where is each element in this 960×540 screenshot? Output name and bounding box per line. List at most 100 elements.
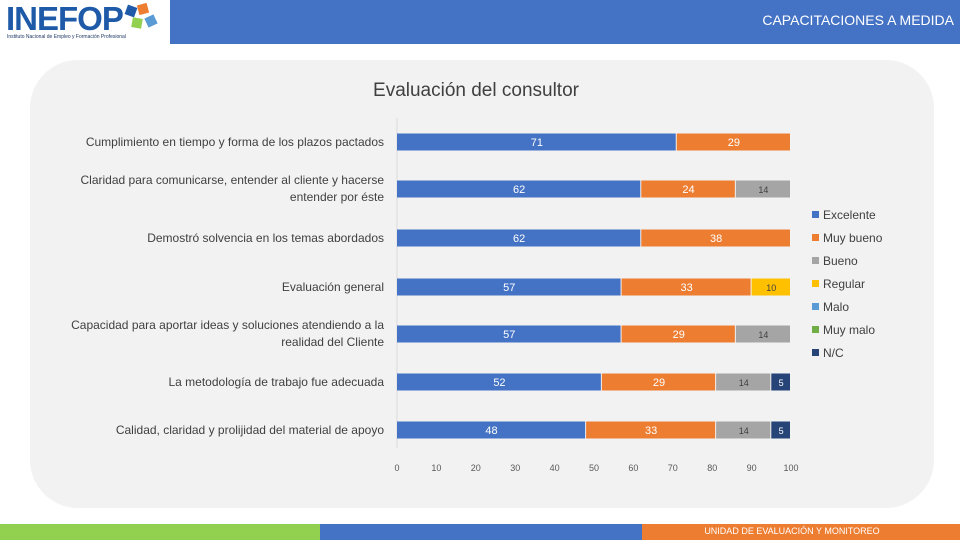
category-label-line: Calidad, claridad y prolijidad del mater… <box>115 422 384 437</box>
data-label: 48 <box>485 425 497 437</box>
legend-label: Bueno <box>823 254 858 268</box>
data-label: 5 <box>779 378 784 388</box>
legend-item: Muy malo <box>812 322 882 345</box>
category-label: Cumplimiento en tiempo y forma de los pl… <box>34 134 384 151</box>
logo-text: INEFOP <box>6 0 124 37</box>
bar-segment <box>621 325 735 343</box>
data-label: 29 <box>653 377 665 389</box>
x-tick-label: 20 <box>471 463 481 473</box>
x-tick-label: 40 <box>550 463 560 473</box>
data-label: 29 <box>673 329 685 341</box>
legend-item: Muy bueno <box>812 230 882 253</box>
category-label-line: Demostró solvencia en los temas abordado… <box>147 230 384 245</box>
bar-segment <box>641 229 790 247</box>
logo: INEFOP Instituto Nacional de Empleo y Fo… <box>0 0 170 44</box>
header-title: CAPACITACIONES A MEDIDA <box>762 12 954 28</box>
category-label-line: Capacidad para aportar ideas y solucione… <box>71 318 384 332</box>
legend-item: Malo <box>812 299 882 322</box>
category-label-line: Claridad para comunicarse, entender al c… <box>80 173 385 187</box>
data-label: 33 <box>645 425 657 437</box>
chart-legend: Excelente Muy bueno Bueno Regular Malo Muy ma… <box>812 207 882 368</box>
footer-text: UNIDAD DE EVALUACIÓN Y MONITOREO <box>704 526 880 536</box>
data-label: 14 <box>758 185 768 195</box>
category-label: Capacidad para aportar ideas y solucione… <box>34 317 384 351</box>
bar-segment <box>397 421 586 439</box>
bar-segment <box>397 180 641 198</box>
bar-segment <box>397 373 601 391</box>
category-label-line: Evaluación general <box>281 279 384 294</box>
x-tick-label: 100 <box>783 463 798 473</box>
header-bar: INEFOP Instituto Nacional de Empleo y Fo… <box>0 0 960 44</box>
bar-segment <box>735 325 790 343</box>
data-label: 38 <box>710 233 722 245</box>
legend-item: Excelente <box>812 207 882 230</box>
bar-segment <box>397 278 621 296</box>
x-tick-label: 10 <box>431 463 441 473</box>
legend-swatch <box>812 349 819 356</box>
legend-label: N/C <box>823 346 844 360</box>
x-tick-label: 80 <box>707 463 717 473</box>
legend-swatch <box>812 234 819 241</box>
legend-item: N/C <box>812 345 882 368</box>
x-tick-label: 30 <box>510 463 520 473</box>
legend-label: Muy malo <box>823 323 876 337</box>
x-tick-label: 50 <box>589 463 599 473</box>
category-label: Claridad para comunicarse, entender al c… <box>34 172 385 206</box>
legend-swatch <box>812 211 819 218</box>
legend-swatch <box>812 280 819 287</box>
logo-emblem-icon <box>124 2 158 29</box>
footer-stripe-blue <box>320 524 642 540</box>
data-label: 62 <box>513 184 525 196</box>
chart-title: Evaluación del consultor <box>373 80 579 101</box>
legend-label: Excelente <box>823 208 876 222</box>
bar-segment <box>716 421 771 439</box>
data-label: 62 <box>513 233 525 245</box>
bar-segment <box>601 373 716 391</box>
data-label: 29 <box>728 137 740 149</box>
bar-segment <box>716 373 771 391</box>
x-tick-label: 70 <box>668 463 678 473</box>
category-label: Demostró solvencia en los temas abordado… <box>34 230 384 247</box>
legend-swatch <box>812 257 819 264</box>
category-label-line: entender por éste <box>289 190 384 204</box>
x-tick-label: 90 <box>747 463 757 473</box>
data-label: 14 <box>739 378 749 388</box>
category-label-line: realidad del Cliente <box>281 335 384 349</box>
bar-segment <box>397 229 641 247</box>
category-label: Calidad, claridad y prolijidad del mater… <box>34 422 384 439</box>
bar-segment <box>397 325 621 343</box>
bar-segment <box>397 133 676 151</box>
legend-label: Malo <box>823 300 850 314</box>
data-label: 71 <box>531 137 543 149</box>
legend-label: Regular <box>823 277 866 291</box>
data-label: 57 <box>503 282 515 294</box>
data-label: 52 <box>493 377 505 389</box>
bar-segment <box>751 278 790 296</box>
x-tick-label: 60 <box>628 463 638 473</box>
bar-segment <box>586 421 716 439</box>
bar-segment <box>676 133 790 151</box>
data-label: 10 <box>766 283 776 293</box>
category-label: Evaluación general <box>34 279 384 296</box>
data-label: 24 <box>682 184 694 196</box>
category-label-line: Cumplimiento en tiempo y forma de los pl… <box>85 134 384 149</box>
bar-segment <box>771 373 790 391</box>
legend-item: Regular <box>812 276 882 299</box>
x-tick-label: 0 <box>394 463 399 473</box>
data-label: 5 <box>779 426 784 436</box>
legend-swatch <box>812 303 819 310</box>
category-label: La metodología de trabajo fue adecuada <box>34 374 384 391</box>
legend-label: Muy bueno <box>823 231 883 245</box>
logo-subtitle: Instituto Nacional de Empleo y Formación… <box>7 34 126 40</box>
category-label-line: La metodología de trabajo fue adecuada <box>168 374 384 389</box>
legend-item: Bueno <box>812 253 882 276</box>
bar-segment <box>771 421 790 439</box>
data-label: 33 <box>680 282 692 294</box>
footer-stripe-orange <box>642 524 960 540</box>
data-label: 14 <box>758 330 768 340</box>
footer-stripe-green <box>0 524 320 540</box>
bar-segment <box>641 180 735 198</box>
bar-segment <box>621 278 751 296</box>
data-label: 57 <box>503 329 515 341</box>
